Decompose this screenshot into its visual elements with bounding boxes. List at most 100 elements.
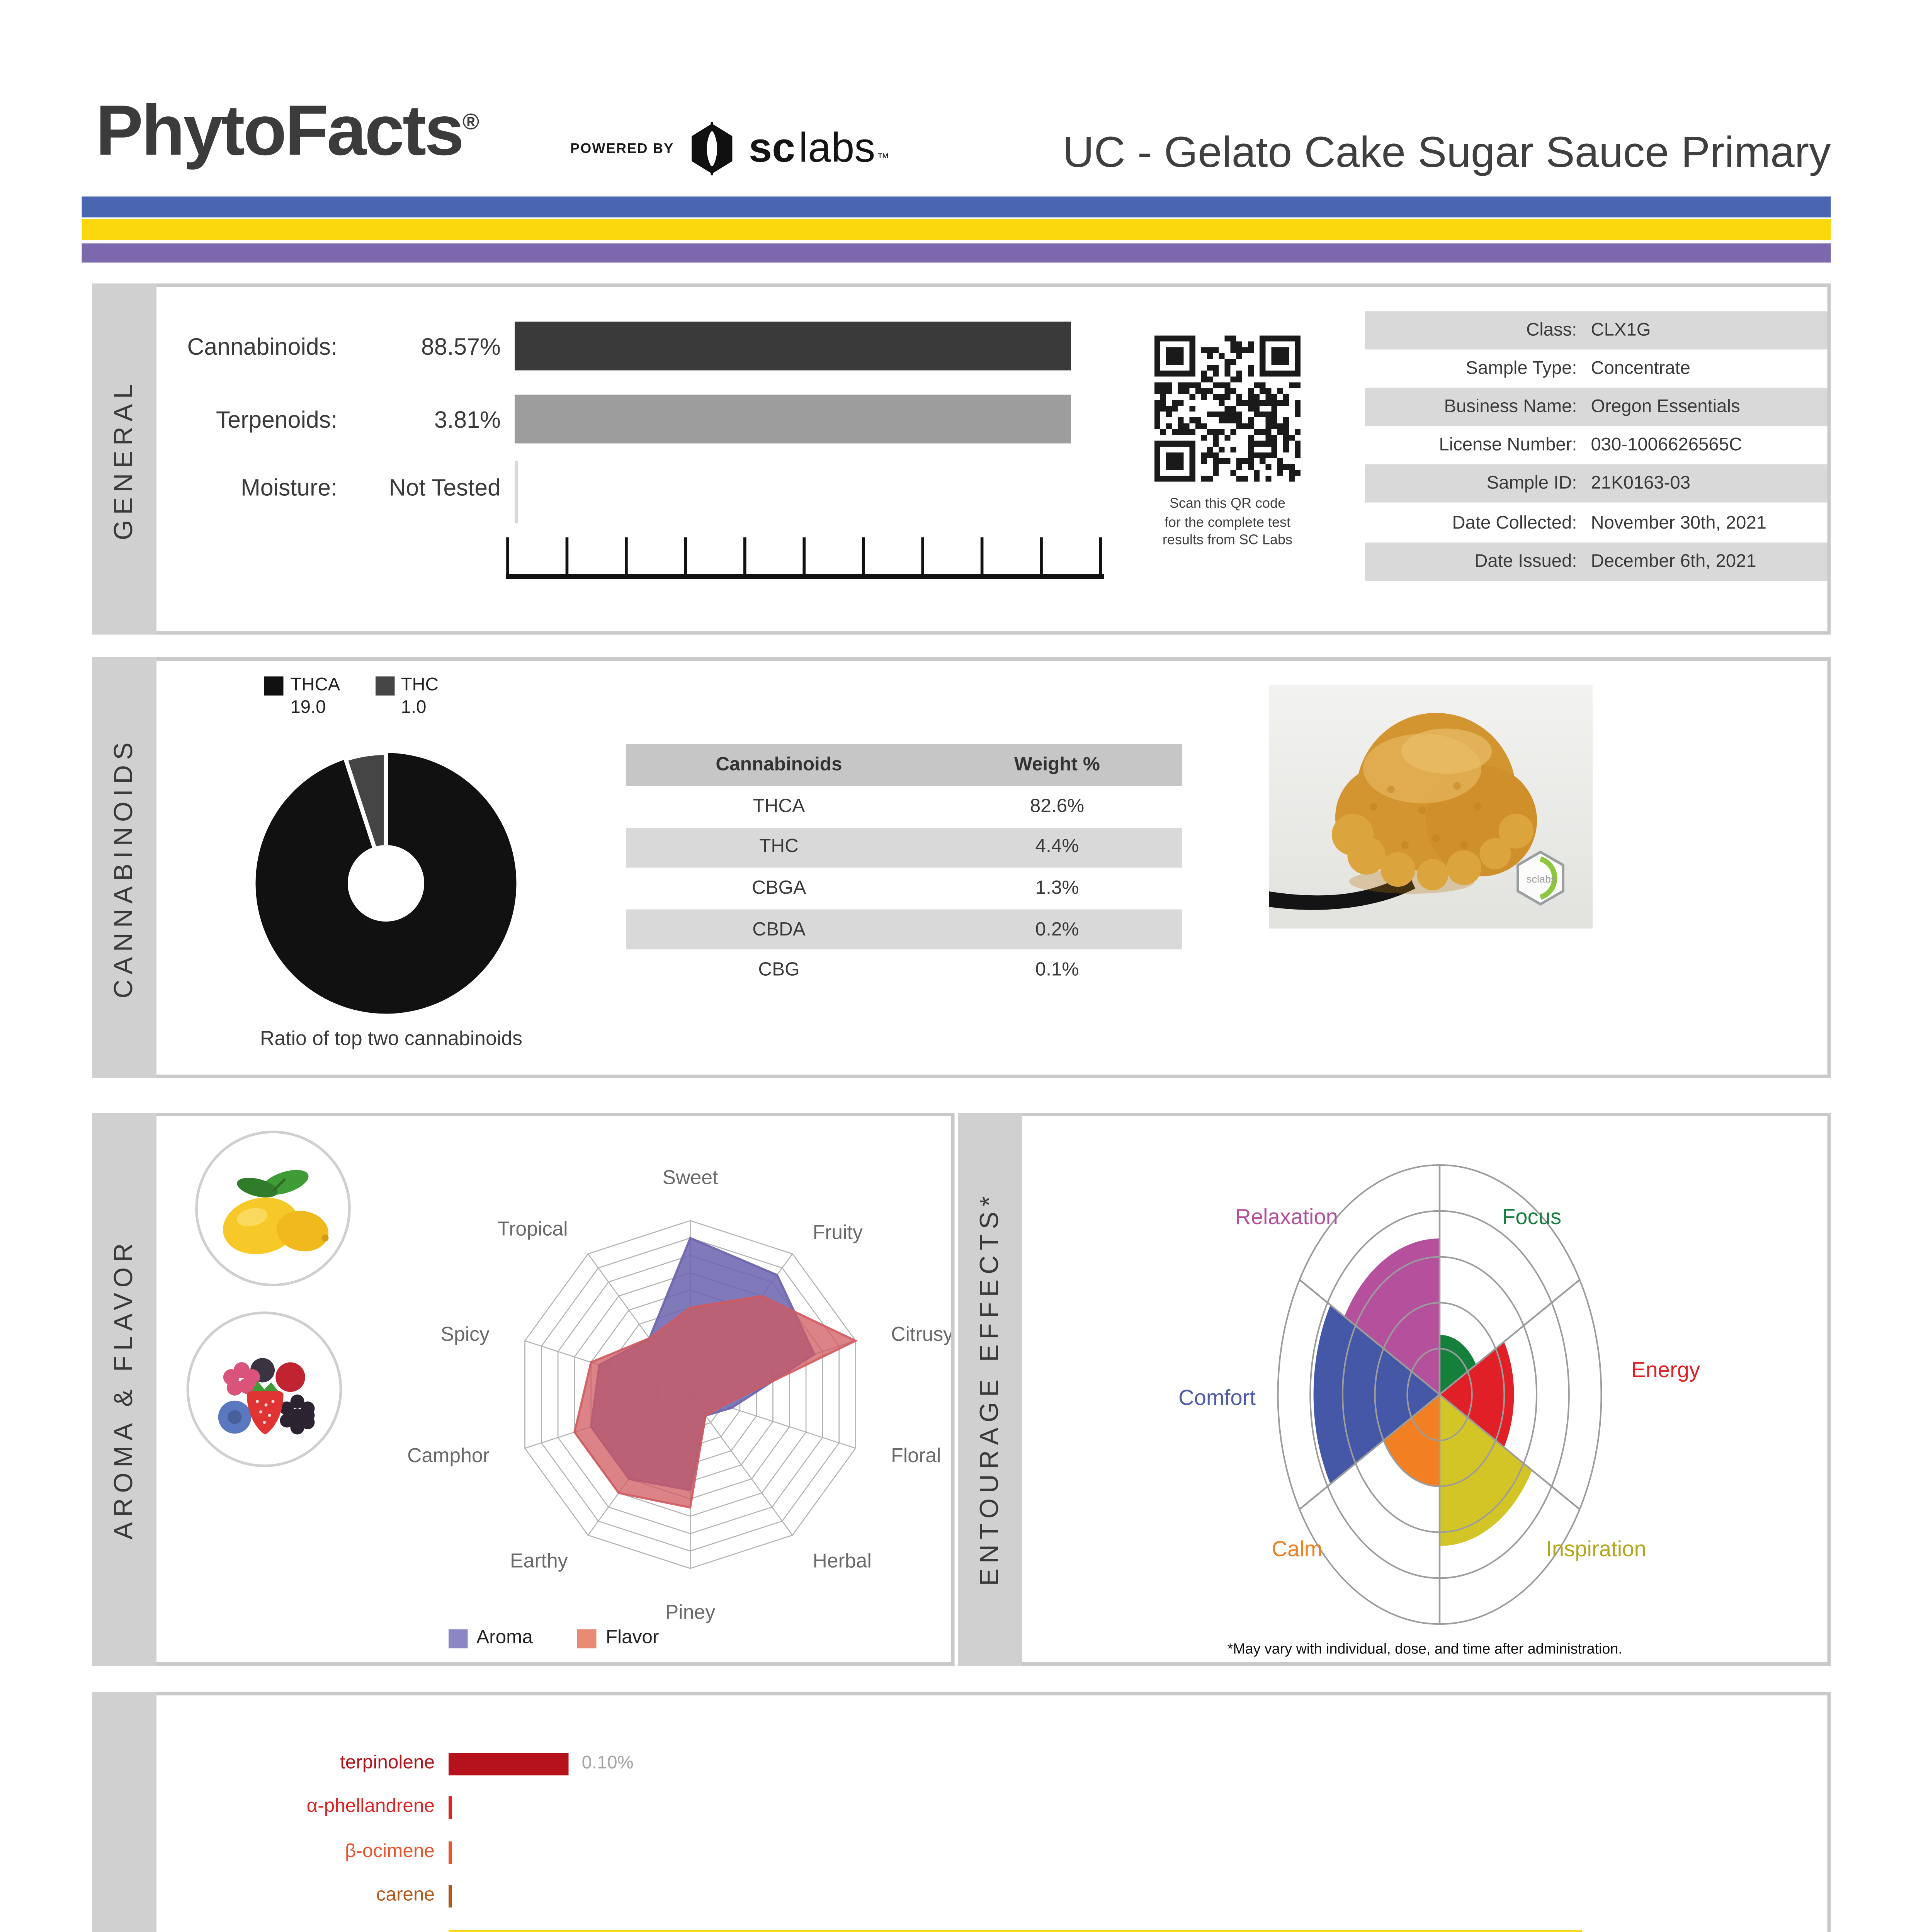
aroma-flavor-section: AROMA & FLAVOR Sweet Fruity Citrusy Floral H… — [92, 1113, 955, 1666]
svg-text:Fruity: Fruity — [813, 1221, 862, 1243]
sample-photo: sclabs — [1269, 685, 1593, 929]
general-section-tab: GENERAL — [92, 283, 156, 635]
cannabinoids-section-tab: CANNABINOIDS — [92, 657, 156, 1078]
terpenoids-total-bar — [515, 395, 1071, 444]
terpene-value: 0.95% — [1596, 1930, 1647, 1932]
powered-by-label: POWERED BY — [570, 141, 674, 157]
report-title: UC - Gelato Cake Sugar Sauce Primary — [1063, 129, 1831, 177]
moisture-label: Moisture: — [241, 474, 337, 501]
cannabinoid-row: THC 4.4% — [626, 827, 1182, 868]
svg-text:Focus: Focus — [1502, 1204, 1561, 1229]
svg-text:Camphor: Camphor — [407, 1444, 490, 1466]
terpene-bar — [449, 1752, 568, 1775]
svg-text:Inspiration: Inspiration — [1546, 1537, 1646, 1561]
cannabinoids-total-label: Cannabinoids: — [187, 334, 337, 360]
thca-swatch — [264, 675, 284, 695]
flavor-swatch — [578, 1628, 597, 1648]
info-row: Date Issued: December 6th, 2021 — [1365, 542, 1828, 580]
info-row: Class: CLX1G — [1365, 311, 1828, 350]
info-row: Date Collected: November 30th, 2021 — [1365, 503, 1828, 542]
cannabinoid-row: CBDA 0.2% — [626, 909, 1182, 950]
terpenoids-total-value: 3.81% — [434, 407, 501, 433]
registered-mark: ® — [462, 108, 479, 135]
cannabinoid-ratio-donut-chart — [255, 751, 517, 1014]
info-row: Sample Type: Concentrate — [1365, 349, 1828, 388]
entourage-footnote: *May vary with individual, dose, and tim… — [1227, 1639, 1622, 1657]
terpene-value: 0.10% — [581, 1752, 634, 1773]
phytoprint-section: PHYTOPRINT® terpinolene 0.10% α-phellandre… — [92, 1692, 1831, 1932]
radar-legend: Aroma Flavor — [156, 1628, 951, 1648]
header-stripe-yellow — [82, 219, 1831, 240]
general-section-content: Cannabinoids: 88.57% Terpenoids: 3.81% M… — [156, 283, 1831, 635]
phytofacts-logo: PhytoFacts® — [95, 90, 479, 170]
entourage-effects-section-tab: ENTOURAGE EFFECTS* — [958, 1113, 1022, 1666]
svg-text:Citrusy: Citrusy — [891, 1323, 953, 1345]
cannabinoids-table-header: Cannabinoids Weight % — [626, 744, 1182, 786]
cannabinoids-table: Cannabinoids Weight % THCA 82.6% THC 4.4% CB… — [626, 744, 1182, 991]
svg-text:Herbal: Herbal — [813, 1549, 871, 1571]
entourage-effects-section: ENTOURAGE EFFECTS* Focus Energy Inspiratio… — [958, 1113, 1831, 1666]
cannabinoid-row: THCA 82.6% — [626, 786, 1182, 827]
citrus-image — [195, 1131, 351, 1286]
header-stripe-blue — [82, 196, 1831, 217]
cannabinoid-row: CBG 0.1% — [626, 950, 1182, 991]
entourage-effects-polar-chart: Focus Energy Inspiration Calm Comfort Relaxat… — [1178, 1164, 1700, 1625]
svg-text:Sweet: Sweet — [663, 1166, 718, 1189]
svg-text:Tropical: Tropical — [497, 1218, 568, 1240]
info-row: License Number: 030-1006626565C — [1365, 426, 1828, 465]
terpene-label: carene — [376, 1885, 435, 1906]
terpene-label: β-ocimene — [345, 1840, 435, 1862]
svg-text:sclabs: sclabs — [1527, 873, 1556, 885]
svg-text:Relaxation: Relaxation — [1235, 1204, 1338, 1229]
cannabinoids-total-value: 88.57% — [421, 334, 501, 360]
moisture-bar-tick — [515, 461, 517, 524]
info-row: Sample ID: 21K0163-03 — [1365, 465, 1828, 503]
qr-caption-line2: for the complete test — [1164, 514, 1291, 530]
terpene-bar — [449, 1885, 452, 1908]
thc-swatch — [375, 675, 394, 695]
qr-caption-line3: results from SC Labs — [1162, 532, 1293, 548]
terpene-bar — [449, 1929, 1582, 1932]
aroma-flavor-section-tab: AROMA & FLAVOR — [92, 1113, 156, 1666]
info-row: Business Name: Oregon Essentials — [1365, 388, 1828, 427]
svg-text:Calm: Calm — [1272, 1537, 1322, 1561]
terpene-label: α-phellandrene — [306, 1796, 435, 1817]
svg-text:Piney: Piney — [665, 1601, 716, 1623]
donut-legend-thc: THC 1.0 — [375, 675, 439, 718]
powered-by-sclabs: POWERED BY sc labs ™ — [570, 122, 889, 176]
cannabinoids-total-bar — [515, 321, 1071, 371]
donut-caption: Ratio of top two cannabinoids — [260, 1029, 522, 1050]
terpene-bar — [449, 1796, 452, 1819]
aroma-swatch — [449, 1628, 468, 1648]
moisture-value: Not Tested — [389, 474, 501, 501]
berries-image — [186, 1311, 342, 1467]
sclabs-hexagon-icon — [691, 122, 732, 175]
cannabinoids-section: CANNABINOIDS THCA 19.0 THC 1.0 Ratio of … — [92, 657, 1831, 1078]
terpene-label: limonene — [156, 1930, 435, 1932]
sclabs-wordmark: sc labs ™ — [749, 124, 889, 172]
donut-legend: THCA 19.0 THC 1.0 — [264, 675, 439, 718]
aroma-flavor-radar-chart: Sweet Fruity Citrusy Floral Herbal Piney Earth… — [407, 1166, 953, 1623]
svg-text:Comfort: Comfort — [1178, 1385, 1256, 1410]
terpene-bar — [449, 1840, 452, 1864]
terpene-label: terpinolene — [340, 1752, 435, 1773]
general-section: GENERAL Cannabinoids: 88.57% Terpenoids:… — [92, 283, 1831, 635]
cannabinoids-section-content: THCA 19.0 THC 1.0 Ratio of top two canna… — [156, 657, 1831, 1078]
cannabinoid-row: CBGA 1.3% — [626, 868, 1182, 909]
donut-legend-thca: THCA 19.0 — [264, 675, 340, 718]
sample-info-table: Class: CLX1G Sample Type: Concentrate Busine… — [1365, 311, 1828, 580]
phytoprint-section-tab: PHYTOPRINT® — [92, 1692, 156, 1932]
radar-legend-flavor: Flavor — [578, 1628, 659, 1648]
entourage-effects-section-content: Focus Energy Inspiration Calm Comfort Relaxat… — [1022, 1113, 1831, 1666]
svg-text:Spicy: Spicy — [440, 1323, 490, 1345]
percent-scale-ruler — [506, 537, 1104, 579]
terpenoids-total-label: Terpenoids: — [216, 407, 337, 433]
qr-caption-line1: Scan this QR code — [1169, 495, 1286, 512]
svg-text:Earthy: Earthy — [510, 1549, 568, 1571]
phytoprint-section-content: terpinolene 0.10% α-phellandrene β-ocimene c… — [156, 1692, 1831, 1932]
svg-text:Floral: Floral — [891, 1444, 941, 1466]
radar-legend-aroma: Aroma — [449, 1628, 533, 1648]
header-stripe-purple — [82, 243, 1831, 263]
svg-text:Energy: Energy — [1631, 1357, 1700, 1382]
